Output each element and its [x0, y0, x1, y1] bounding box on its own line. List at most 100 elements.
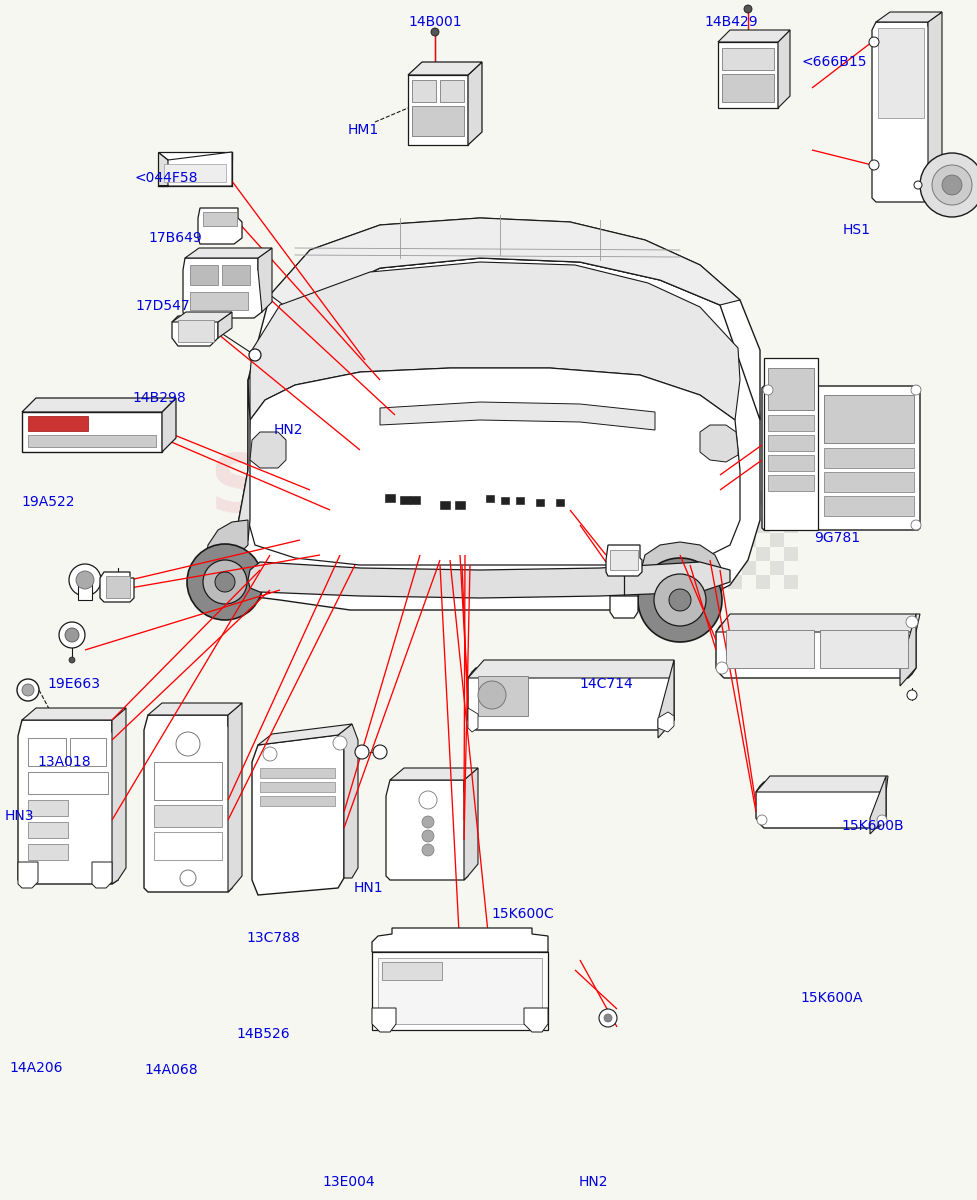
Circle shape [21, 684, 34, 696]
Bar [28, 738, 65, 766]
Bar [700, 575, 713, 589]
Polygon shape [386, 780, 468, 880]
Polygon shape [248, 368, 740, 565]
Polygon shape [100, 572, 134, 602]
Bar [400, 496, 409, 504]
Polygon shape [606, 545, 641, 576]
Polygon shape [158, 152, 232, 160]
Circle shape [69, 658, 75, 662]
Bar [755, 547, 769, 560]
Bar [535, 499, 543, 506]
Bar [727, 518, 742, 533]
Circle shape [876, 815, 886, 826]
Text: 17B649: 17B649 [149, 230, 202, 245]
Circle shape [869, 160, 878, 170]
Polygon shape [92, 862, 112, 888]
Circle shape [715, 662, 727, 674]
Text: 19A522: 19A522 [21, 494, 75, 509]
Bar [28, 800, 68, 816]
Bar [727, 491, 742, 505]
Bar [610, 550, 637, 570]
Circle shape [941, 175, 961, 196]
Polygon shape [258, 724, 352, 745]
Polygon shape [18, 862, 38, 888]
Polygon shape [205, 380, 250, 584]
Text: 14B298: 14B298 [132, 391, 186, 406]
Polygon shape [468, 62, 482, 145]
Polygon shape [927, 12, 941, 202]
Polygon shape [205, 520, 248, 565]
Bar [713, 560, 727, 575]
Bar [28, 772, 107, 794]
Polygon shape [158, 152, 232, 186]
Polygon shape [21, 412, 162, 452]
Circle shape [910, 520, 920, 530]
Polygon shape [162, 398, 176, 452]
Bar [153, 805, 222, 827]
Text: 14B526: 14B526 [236, 1027, 290, 1042]
Circle shape [187, 544, 263, 620]
Bar [767, 415, 813, 431]
Bar [742, 505, 755, 518]
Bar [824, 472, 913, 492]
Bar [767, 455, 813, 470]
Polygon shape [21, 398, 176, 412]
Text: 14A206: 14A206 [10, 1061, 64, 1075]
Circle shape [76, 571, 94, 589]
Bar [28, 416, 88, 431]
Bar [478, 676, 528, 716]
Circle shape [910, 385, 920, 395]
Polygon shape [407, 62, 482, 76]
Text: <044F58: <044F58 [135, 170, 198, 185]
Polygon shape [871, 22, 931, 202]
Bar [500, 497, 508, 504]
Circle shape [421, 816, 434, 828]
Polygon shape [717, 42, 778, 108]
Polygon shape [658, 660, 673, 738]
Text: 19E663: 19E663 [47, 677, 100, 691]
Bar [784, 491, 797, 505]
Circle shape [756, 815, 766, 826]
Text: HN3: HN3 [5, 809, 34, 823]
Bar [78, 580, 92, 600]
Polygon shape [715, 614, 919, 632]
Polygon shape [112, 708, 126, 884]
Bar [725, 630, 813, 668]
Bar [769, 533, 784, 547]
Polygon shape [185, 248, 272, 258]
Polygon shape [197, 208, 241, 244]
Polygon shape [715, 622, 915, 678]
Bar [411, 106, 463, 136]
Text: 14C714: 14C714 [578, 677, 632, 691]
Bar [713, 533, 727, 547]
Circle shape [478, 680, 505, 709]
Circle shape [64, 628, 79, 642]
Circle shape [743, 5, 751, 13]
Polygon shape [637, 542, 721, 614]
Bar [409, 496, 419, 504]
Bar [700, 547, 713, 560]
Bar [784, 518, 797, 533]
Polygon shape [761, 386, 919, 530]
Bar [713, 505, 727, 518]
Bar [440, 80, 463, 102]
Bar [769, 505, 784, 518]
Polygon shape [172, 312, 232, 322]
Circle shape [906, 690, 916, 700]
Bar [190, 265, 218, 286]
Bar [411, 80, 436, 102]
Bar [824, 395, 913, 443]
Polygon shape [338, 724, 358, 878]
Circle shape [180, 870, 195, 886]
Bar [70, 738, 106, 766]
Bar [28, 822, 68, 838]
Bar [767, 475, 813, 491]
Bar [106, 576, 130, 598]
Bar [742, 560, 755, 575]
Bar [153, 762, 222, 800]
Text: 9G781: 9G781 [813, 530, 859, 545]
Bar [371, 952, 547, 1030]
Polygon shape [172, 316, 218, 346]
Polygon shape [258, 248, 272, 312]
Bar [767, 368, 813, 410]
